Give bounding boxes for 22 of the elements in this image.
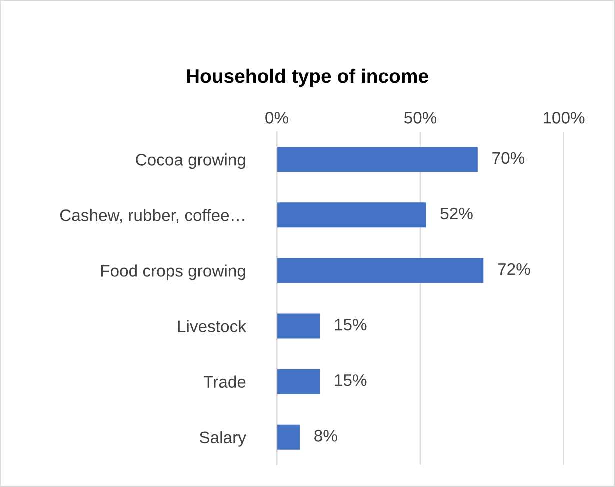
data-label: 15% — [335, 319, 367, 331]
y-tick-label: Trade — [204, 376, 246, 388]
y-tick-label: Cocoa growing — [136, 154, 246, 170]
data-label: 8% — [314, 430, 338, 442]
bar — [277, 202, 426, 228]
data-label: 52% — [440, 208, 473, 220]
x-tick-label: 100% — [544, 112, 585, 124]
bar — [277, 258, 484, 284]
bar — [277, 424, 300, 450]
x-tick-label: 0% — [266, 112, 288, 124]
data-label: 15% — [335, 374, 367, 386]
bar — [277, 369, 320, 394]
y-tick-label: Salary — [200, 431, 246, 447]
bar — [277, 314, 320, 339]
y-tick-label: Food crops growing — [101, 264, 246, 280]
y-tick-label: Cashew, rubber, coffee… — [60, 209, 244, 224]
data-label: 72% — [498, 263, 530, 276]
x-tick-label: 50% — [404, 112, 437, 124]
y-tick-label: Livestock — [178, 320, 246, 332]
chart-title: Household type of income — [187, 68, 428, 88]
data-label: 70% — [492, 152, 525, 164]
bar — [277, 147, 478, 172]
